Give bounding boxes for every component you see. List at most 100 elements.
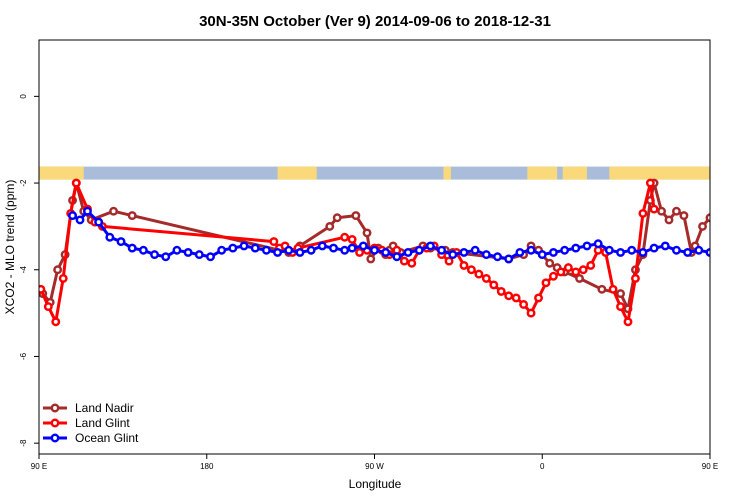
legend-label: Ocean Glint bbox=[75, 431, 139, 445]
y-tick-label: -8 bbox=[19, 439, 28, 447]
y-axis-label: XCO2 - MLO trend (ppm) bbox=[3, 180, 17, 315]
data-point-ocean-glint bbox=[105, 232, 115, 242]
data-point-land-glint bbox=[586, 260, 596, 270]
data-point-ocean-glint bbox=[381, 247, 391, 257]
data-point-ocean-glint bbox=[284, 245, 294, 255]
data-point-land-nadir bbox=[722, 230, 728, 236]
data-point-land-glint bbox=[645, 178, 655, 188]
data-point-ocean-glint bbox=[273, 247, 283, 257]
data-point-ocean-glint bbox=[593, 239, 603, 249]
data-point-ocean-glint bbox=[694, 245, 704, 255]
data-point-land-glint bbox=[649, 204, 659, 214]
data-point-ocean-glint bbox=[358, 241, 368, 251]
data-point-land-glint bbox=[399, 256, 409, 266]
x-tick-label: 90 W bbox=[365, 462, 384, 471]
data-point-land-glint bbox=[571, 267, 581, 277]
data-point-land-glint bbox=[51, 317, 61, 327]
data-point-ocean-glint bbox=[548, 247, 558, 257]
data-point-ocean-glint bbox=[206, 252, 215, 262]
data-point-land-glint bbox=[519, 299, 529, 309]
data-point-ocean-glint bbox=[228, 243, 238, 253]
data-point-land-nadir bbox=[657, 206, 666, 216]
data-point-land-nadir bbox=[325, 221, 335, 231]
data-point-land-nadir bbox=[664, 215, 674, 225]
data-point-ocean-glint bbox=[150, 250, 160, 260]
data-point-ocean-glint bbox=[560, 245, 570, 255]
land-mask-segment bbox=[562, 166, 587, 180]
data-point-land-nadir bbox=[714, 212, 720, 218]
data-point-ocean-glint bbox=[127, 243, 137, 253]
data-point-land-glint bbox=[623, 317, 633, 327]
data-point-ocean-glint bbox=[437, 245, 447, 255]
data-point-land-nadir bbox=[575, 273, 584, 283]
data-point-ocean-glint bbox=[172, 245, 182, 255]
data-point-land-nadir bbox=[127, 211, 137, 221]
data-point-ocean-glint bbox=[627, 245, 637, 255]
data-point-land-nadir bbox=[597, 284, 607, 294]
data-point-land-glint bbox=[563, 263, 573, 273]
data-point-ocean-glint bbox=[683, 247, 693, 257]
data-point-land-nadir bbox=[679, 211, 689, 221]
data-point-land-glint bbox=[474, 269, 484, 279]
data-point-land-nadir bbox=[698, 221, 707, 231]
data-point-ocean-glint bbox=[470, 245, 480, 255]
data-point-ocean-glint bbox=[414, 245, 424, 255]
data-point-ocean-glint bbox=[261, 245, 271, 255]
data-point-ocean-glint bbox=[340, 245, 350, 255]
land-mask-segment bbox=[609, 166, 710, 180]
data-point-land-glint bbox=[496, 286, 506, 296]
legend-item-land-nadir: Land Nadir bbox=[43, 401, 134, 415]
data-point-ocean-glint bbox=[295, 247, 305, 257]
data-point-land-glint bbox=[269, 237, 279, 247]
data-point-ocean-glint bbox=[616, 247, 625, 257]
data-point-ocean-glint bbox=[481, 250, 491, 260]
data-point-ocean-glint bbox=[329, 243, 338, 253]
data-point-ocean-glint bbox=[537, 250, 547, 260]
legend-label: Land Nadir bbox=[75, 401, 134, 415]
data-point-land-glint bbox=[71, 178, 81, 188]
y-tick-label: 0 bbox=[19, 94, 28, 99]
data-point-land-glint bbox=[407, 258, 417, 268]
x-tick-label: 180 bbox=[200, 462, 214, 471]
data-point-land-glint bbox=[340, 232, 350, 242]
data-point-ocean-glint bbox=[403, 247, 413, 257]
y-tick-label: -4 bbox=[19, 266, 28, 274]
data-point-ocean-glint bbox=[116, 237, 126, 247]
data-point-land-glint bbox=[556, 267, 566, 277]
data-point-land-glint bbox=[616, 302, 625, 312]
data-point-ocean-glint bbox=[138, 245, 148, 255]
data-point-ocean-glint bbox=[217, 245, 227, 255]
data-point-ocean-glint bbox=[459, 247, 469, 257]
data-point-ocean-glint bbox=[392, 252, 402, 262]
data-point-land-glint bbox=[481, 273, 491, 283]
land-mask-segment bbox=[277, 166, 317, 180]
data-point-ocean-glint bbox=[370, 245, 379, 255]
data-point-ocean-glint bbox=[425, 241, 435, 251]
data-point-land-glint bbox=[638, 208, 648, 218]
data-point-land-glint bbox=[444, 256, 454, 266]
data-point-land-nadir bbox=[616, 289, 625, 299]
data-point-land-glint bbox=[608, 284, 618, 294]
data-point-land-glint bbox=[489, 280, 499, 290]
legend-item-land-glint: Land Glint bbox=[43, 416, 130, 430]
data-point-land-nadir bbox=[545, 258, 555, 268]
data-point-land-glint bbox=[43, 302, 53, 312]
data-point-land-glint bbox=[459, 260, 469, 270]
legend-swatch-point bbox=[50, 403, 60, 413]
data-point-ocean-glint bbox=[239, 241, 249, 251]
legend-swatch-point bbox=[50, 433, 60, 443]
data-point-land-glint bbox=[534, 293, 543, 303]
data-point-land-nadir bbox=[362, 228, 372, 238]
data-point-ocean-glint bbox=[649, 243, 659, 253]
data-point-land-nadir bbox=[366, 254, 376, 264]
x-tick-label: 0 bbox=[540, 462, 545, 471]
data-point-land-glint bbox=[39, 284, 46, 294]
data-point-ocean-glint bbox=[493, 252, 502, 262]
data-point-land-glint bbox=[347, 234, 357, 244]
data-point-land-glint bbox=[58, 273, 68, 283]
land-mask-segment bbox=[527, 166, 558, 180]
chart-title: 30N-35N October (Ver 9) 2014-09-06 to 20… bbox=[199, 13, 551, 30]
data-point-land-nadir bbox=[332, 213, 342, 223]
data-point-land-nadir bbox=[53, 265, 63, 275]
y-tick-label: -2 bbox=[19, 179, 28, 187]
